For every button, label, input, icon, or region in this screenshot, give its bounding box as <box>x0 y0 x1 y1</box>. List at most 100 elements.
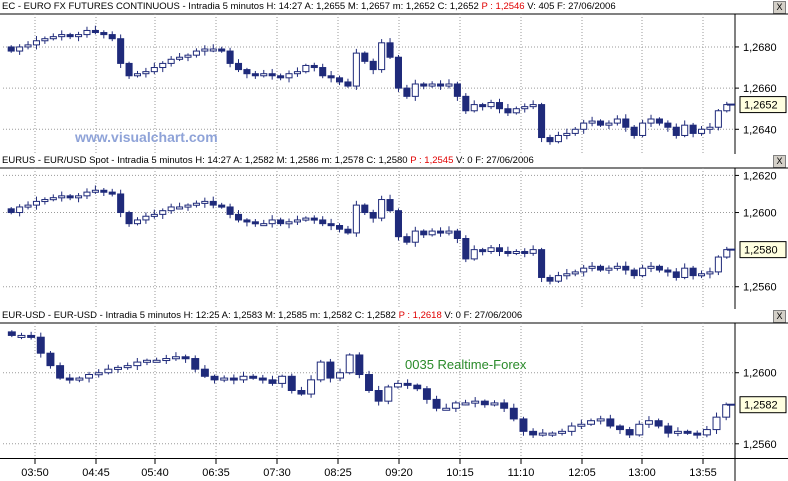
candle-body <box>428 83 436 87</box>
candle-body <box>117 193 125 214</box>
candle-body <box>689 124 697 134</box>
candle-body <box>571 271 579 275</box>
candle-body <box>538 249 546 278</box>
candle-body <box>596 418 605 422</box>
candle-body <box>83 29 91 36</box>
candle-body <box>445 83 453 87</box>
candle-body <box>327 223 335 227</box>
candlestick-chart-eurus: 1,2620 1,2600 1,2560 1,2580 <box>0 167 788 309</box>
candle-body <box>613 265 621 269</box>
candle-body <box>365 374 373 392</box>
candle-body <box>664 425 673 434</box>
x-tick-label: 12:05 <box>568 467 596 479</box>
candle-body <box>133 361 142 367</box>
candle-body <box>577 423 586 427</box>
candle-body <box>210 375 219 381</box>
candle-body <box>386 42 394 58</box>
candle-body <box>403 382 412 386</box>
candle-body <box>432 398 441 409</box>
candle-body <box>487 247 495 252</box>
candle-body <box>226 50 234 64</box>
candle-body <box>66 34 74 38</box>
candle-body <box>27 334 36 338</box>
candle-body <box>693 432 702 436</box>
candle-body <box>361 52 369 62</box>
candle-body <box>352 204 360 234</box>
candle-body <box>65 377 74 381</box>
candle-body <box>75 34 83 38</box>
candle-body <box>445 230 453 234</box>
y-tick-label: 1,2560 <box>743 439 777 451</box>
candle-body <box>647 118 655 124</box>
pane-title: EC - EURO FX FUTURES CONTINUOUS - Intrad… <box>2 1 264 12</box>
candle-body <box>75 195 83 199</box>
y-tick-label: 1,2600 <box>743 368 777 380</box>
candle-body <box>655 265 663 271</box>
candle-body <box>278 375 287 384</box>
x-tick-label: 09:20 <box>385 467 413 479</box>
header-volume: V: 0 <box>456 155 473 166</box>
candlestick-chart-ec: 1,2680 1,2660 1,2640 1,2652 <box>0 13 788 154</box>
candle-body <box>422 388 431 400</box>
candle-body <box>17 334 26 338</box>
candle-body <box>616 425 624 431</box>
candle-body <box>587 420 596 425</box>
candle-body <box>108 191 116 195</box>
candle-body <box>529 430 538 436</box>
candle-body <box>519 418 528 432</box>
candle-body <box>293 219 301 223</box>
candle-body <box>117 38 125 64</box>
candle-body <box>336 225 344 230</box>
chart-pane-eurusd[interactable]: EUR-USD - EUR-USD - Intradia 5 minutos H… <box>0 309 788 458</box>
header-time: H: 14:27 <box>266 1 303 12</box>
chart-pane-ec[interactable]: EC - EURO FX FUTURES CONTINUOUS - Intrad… <box>0 0 788 154</box>
header-close: C: 1,2582 <box>354 310 396 321</box>
candle-body <box>420 83 428 87</box>
header-time: H: 14:27 <box>195 155 232 166</box>
candle-body <box>437 230 445 234</box>
candle-body <box>310 64 318 69</box>
y-tick-label: 1,2680 <box>743 42 777 54</box>
candle-body <box>420 230 428 236</box>
candle-body <box>538 104 546 139</box>
candle-body <box>75 377 84 381</box>
candle-body <box>326 361 335 379</box>
candle-body <box>83 191 91 197</box>
last-price-box <box>739 241 787 259</box>
candle-body <box>16 206 24 214</box>
candle-body <box>209 48 217 52</box>
candle-body <box>622 118 630 128</box>
candle-body <box>723 104 731 112</box>
header-high: M: 1,2585 <box>264 310 308 321</box>
candle-body <box>580 267 588 273</box>
candle-body <box>345 354 354 374</box>
candle-body <box>243 219 251 223</box>
chart-pane-eurus[interactable]: EURUS - EUR/USD Spot - Intradia 5 minuto… <box>0 154 788 309</box>
candle-body <box>167 206 175 212</box>
candle-body <box>181 356 190 360</box>
candle-body <box>681 267 689 278</box>
pane-title: EUR-USD - EUR-USD - Intradia 5 minutos <box>2 310 181 321</box>
candle-body <box>49 36 57 40</box>
candle-body <box>7 331 16 336</box>
candle-body <box>184 54 192 58</box>
candle-body <box>184 204 192 208</box>
candle-body <box>386 199 394 212</box>
candle-body <box>268 379 277 384</box>
candle-body <box>293 71 301 75</box>
candle-body <box>681 124 689 136</box>
candle-body <box>36 336 45 354</box>
header-low: m: 1,2578 <box>321 155 364 166</box>
candle-body <box>437 83 445 87</box>
candle-body <box>218 204 226 208</box>
candle-body <box>495 102 504 110</box>
x-tick-label: 11:10 <box>508 467 535 479</box>
candle-body <box>504 250 512 254</box>
candle-body <box>403 236 411 243</box>
candle-body <box>49 197 57 201</box>
y-tick-label: 1,2560 <box>743 282 777 294</box>
candle-body <box>554 275 562 282</box>
candle-body <box>229 377 238 381</box>
header-high: M: 1,2657 <box>347 1 391 12</box>
candle-body <box>310 217 318 221</box>
